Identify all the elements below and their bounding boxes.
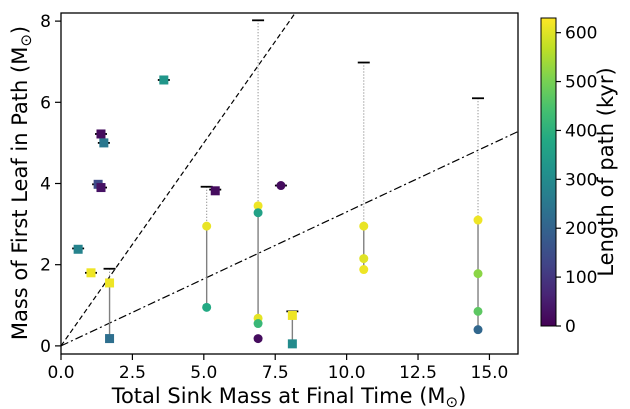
reference-line-dashed <box>61 13 296 347</box>
colorbar-label: Length of path (kyr) <box>594 67 618 276</box>
data-point-square <box>86 268 96 278</box>
data-point-square <box>105 334 115 344</box>
data-point-square <box>96 183 106 193</box>
y-tick-label: 4 <box>40 175 51 195</box>
y-tick-label: 0 <box>40 337 51 357</box>
connector-lines <box>108 20 479 344</box>
data-point-square <box>99 138 109 148</box>
total-mass-marks <box>72 19 485 313</box>
data-point-circle <box>473 306 483 316</box>
x-tick-label: 15.0 <box>471 363 509 383</box>
x-tick-label: 5.0 <box>190 363 217 383</box>
x-tick-label: 2.5 <box>119 363 146 383</box>
y-tick-label: 6 <box>40 93 51 113</box>
colorbar-tick-label: 0 <box>565 317 576 337</box>
x-tick-label: 7.5 <box>262 363 289 383</box>
data-point-square <box>73 244 83 254</box>
y-axis-label: Mass of First Leaf in Path (M⊙) <box>8 26 35 340</box>
data-point-circle <box>253 319 263 329</box>
colorbar-tick-label: 300 <box>565 170 597 190</box>
colorbar-tick-label: 500 <box>565 73 597 93</box>
reference-line-dashdot <box>61 130 518 347</box>
data-point-square <box>287 310 297 320</box>
data-point-circle <box>253 334 263 344</box>
data-point-circle <box>276 181 286 191</box>
y-tick-label: 8 <box>40 12 51 32</box>
data-point-circle <box>359 254 369 264</box>
y-axis-ticks: 0 2 4 6 8 <box>40 12 61 357</box>
data-point-circle <box>202 221 212 231</box>
reference-lines <box>61 13 518 347</box>
data-point-circle <box>253 201 263 211</box>
y-tick-label: 2 <box>40 256 51 276</box>
data-point-circle <box>359 221 369 231</box>
data-point-square <box>210 186 220 196</box>
data-point-square <box>159 75 169 85</box>
data-points <box>73 75 483 349</box>
colorbar-ticks: 0 100 200 300 400 500 600 <box>556 24 597 337</box>
data-point-square <box>96 129 106 139</box>
x-tick-label: 0.0 <box>47 363 74 383</box>
colorbar-tick-label: 100 <box>565 268 597 288</box>
x-axis-ticks: 0.0 2.5 5.0 7.5 10.0 12.5 15.0 <box>47 354 508 383</box>
x-tick-label: 10.0 <box>328 363 366 383</box>
data-point-circle <box>473 325 483 335</box>
data-point-circle <box>473 269 483 279</box>
data-point-circle <box>359 265 369 275</box>
data-point-square <box>287 339 297 349</box>
colorbar-tick-label: 400 <box>565 121 597 141</box>
x-tick-label: 12.5 <box>399 363 437 383</box>
data-point-square <box>105 278 115 288</box>
data-point-circle <box>202 302 212 312</box>
data-point-circle <box>253 208 263 218</box>
colorbar <box>540 17 557 327</box>
colorbar-tick-label: 200 <box>565 219 597 239</box>
plot-frame <box>60 12 519 355</box>
x-axis-label: Total Sink Mass at Final Time (M⊙) <box>111 384 467 409</box>
colorbar-tick-label: 600 <box>565 24 597 44</box>
data-point-circle <box>473 215 483 225</box>
